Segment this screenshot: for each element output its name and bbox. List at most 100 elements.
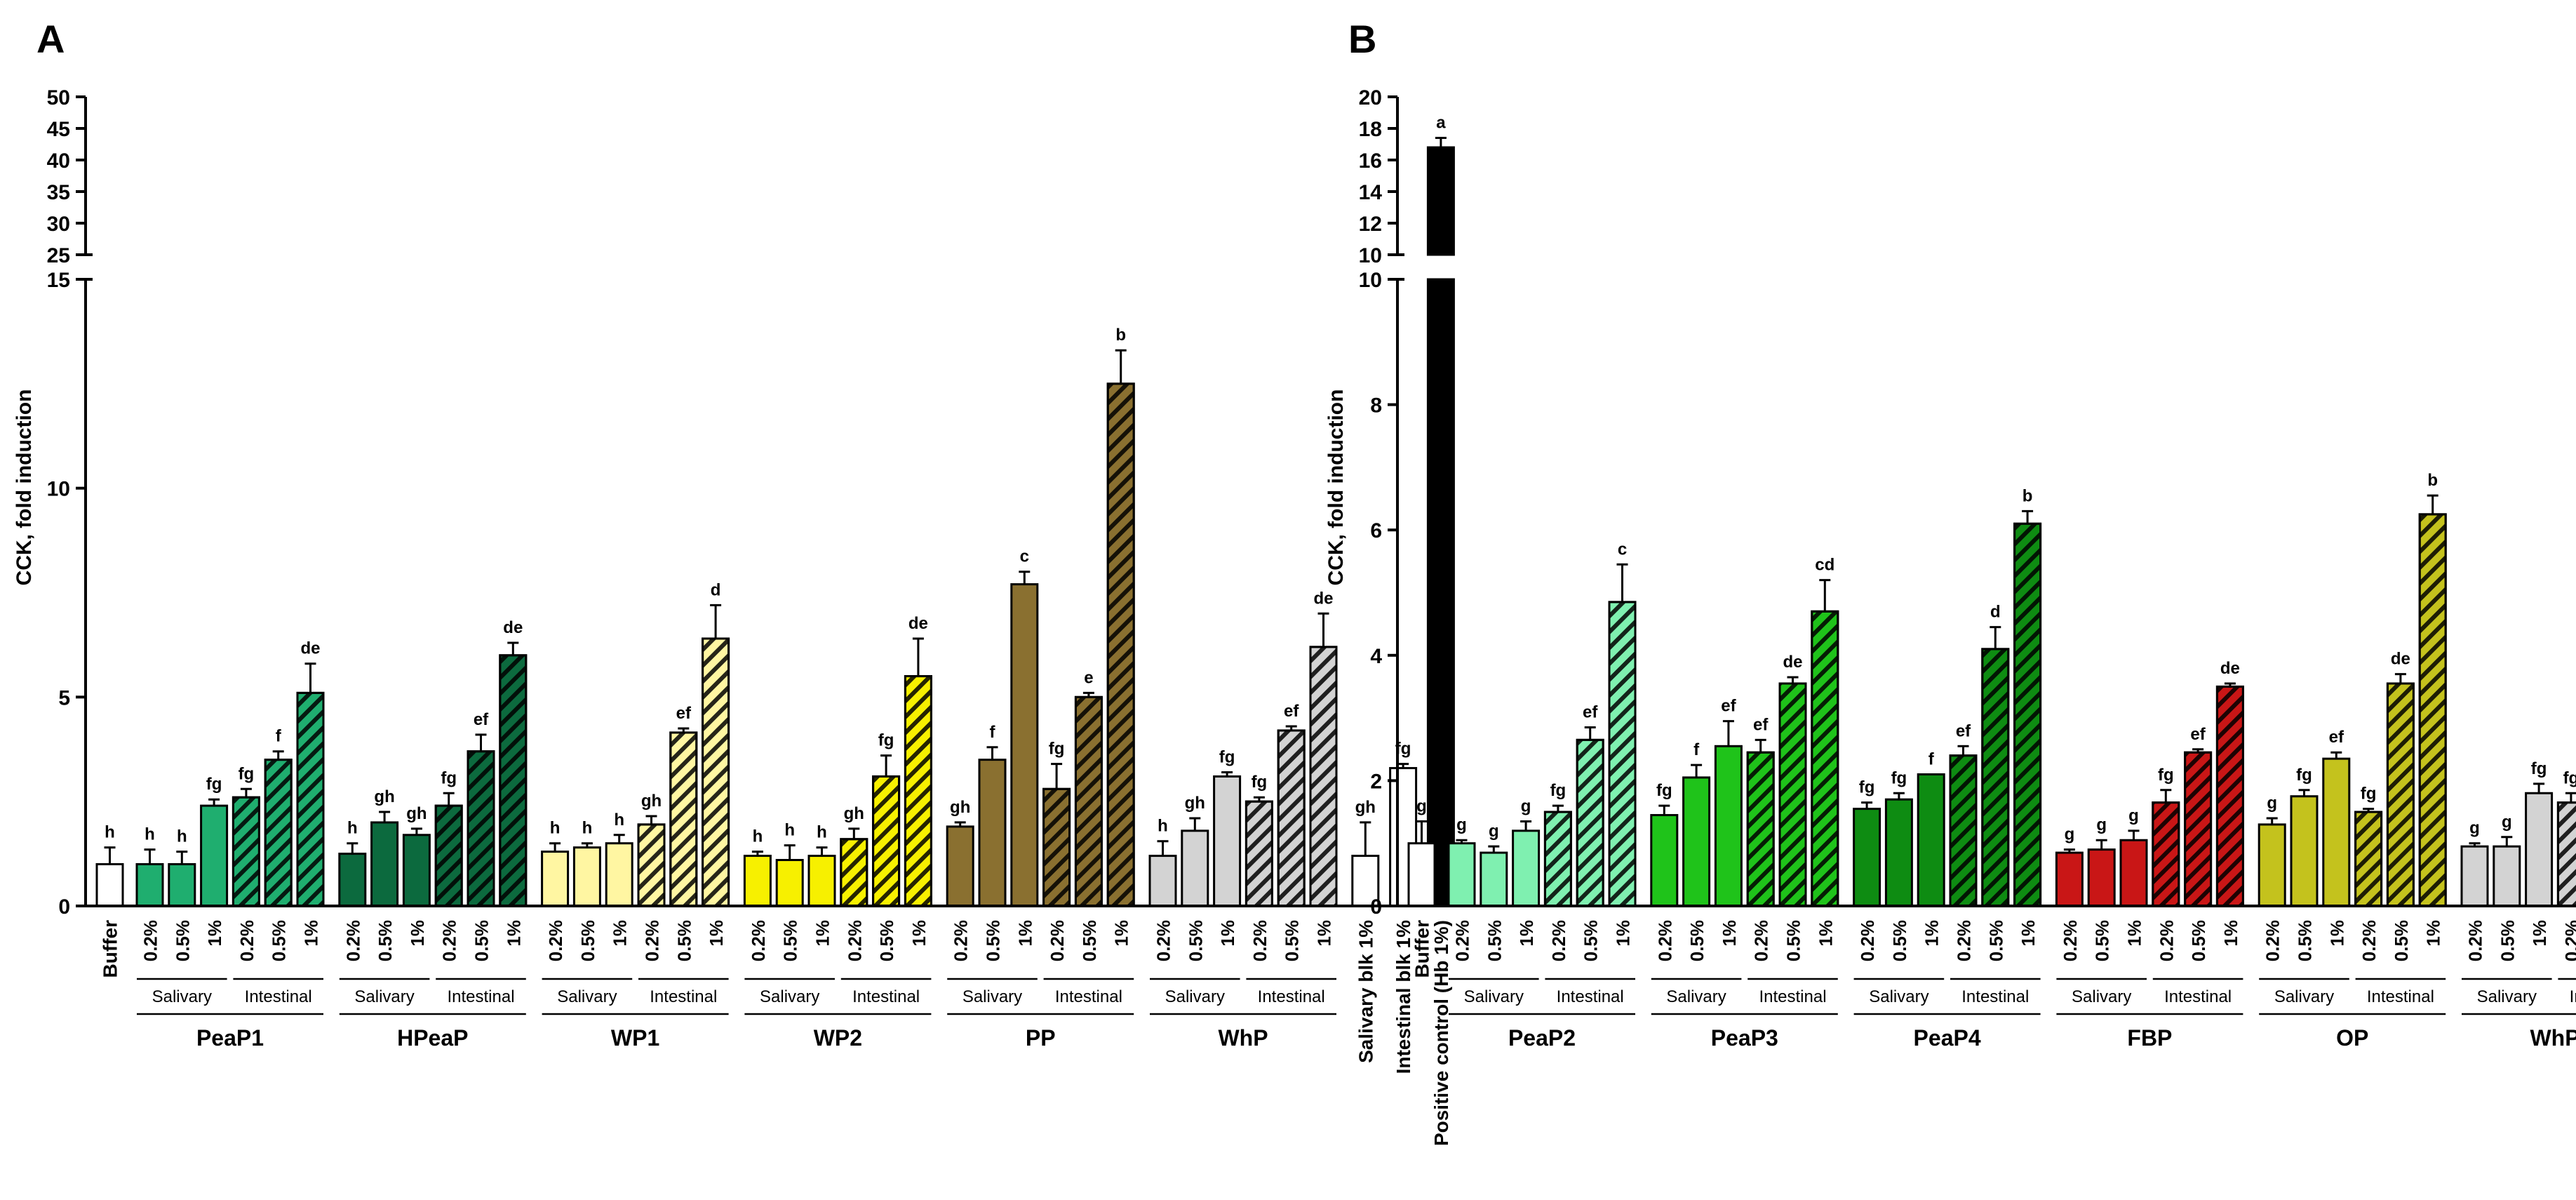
x-label-concentration: 0.2% bbox=[2359, 920, 2380, 961]
significance-letter: de bbox=[1313, 589, 1333, 608]
significance-letter: gh bbox=[374, 787, 394, 806]
significance-letter: fg bbox=[1891, 768, 1907, 787]
phase-label-salivary: Salivary bbox=[1165, 987, 1225, 1006]
significance-letter: h bbox=[105, 823, 115, 842]
x-label-concentration: 0.5% bbox=[1985, 920, 2006, 961]
significance-letter: g bbox=[2128, 806, 2139, 825]
significance-letter: h bbox=[753, 827, 763, 846]
x-label-concentration: 0.2% bbox=[545, 920, 566, 961]
significance-letter: fg bbox=[878, 731, 894, 750]
bar-pp-salivary-0-5pct bbox=[978, 759, 1007, 907]
x-label-concentration: 0.2% bbox=[236, 920, 257, 961]
phase-label-intestinal: Intestinal bbox=[1557, 987, 1624, 1006]
x-label-concentration: 1% bbox=[2018, 920, 2039, 947]
x-label-concentration: 0.2% bbox=[2561, 920, 2576, 961]
significance-letter: ef bbox=[1284, 702, 1299, 721]
bar-op-salivary-0-5pct bbox=[2290, 795, 2319, 907]
phase-label-intestinal: Intestinal bbox=[852, 987, 920, 1006]
x-label-concentration: 0.5% bbox=[577, 920, 598, 961]
bar-hpeap-salivary-1pct bbox=[402, 834, 431, 907]
bar-wp2-salivary-0-2pct bbox=[743, 855, 772, 907]
x-label-concentration: 0.5% bbox=[2295, 920, 2316, 961]
significance-letter: d bbox=[711, 580, 721, 599]
x-label-concentration: 1% bbox=[1314, 920, 1335, 947]
bar-control-0 bbox=[1351, 855, 1380, 907]
phase-label-salivary: Salivary bbox=[962, 987, 1022, 1006]
x-label-concentration: 1% bbox=[2220, 920, 2241, 947]
bar-peap1-salivary-1pct bbox=[200, 804, 229, 907]
y-tick-label: 6 bbox=[1370, 519, 1382, 542]
significance-letter: h bbox=[177, 827, 187, 846]
x-label-concentration: 1% bbox=[2423, 920, 2444, 947]
significance-letter: g bbox=[1521, 796, 1531, 815]
x-label-concentration: 0.5% bbox=[172, 920, 193, 961]
y-tick-label: 30 bbox=[47, 213, 70, 236]
bar-peap1-intestinal-1pct-hatch bbox=[296, 691, 325, 907]
y-tick-label: 10 bbox=[1359, 244, 1382, 267]
phase-label-intestinal: Intestinal bbox=[447, 987, 514, 1006]
bar-peap3-intestinal-1pct-hatch bbox=[1811, 610, 1839, 907]
bar-peap3-salivary-0-5pct bbox=[1682, 776, 1711, 907]
bar-pp-intestinal-0-2pct-hatch bbox=[1042, 787, 1071, 907]
significance-letter: fg bbox=[1656, 781, 1672, 800]
x-label-concentration: 0.5% bbox=[983, 920, 1004, 961]
bar-wp2-salivary-0-5pct bbox=[775, 859, 804, 907]
significance-letter: fg bbox=[1049, 740, 1065, 759]
bar-peap2-intestinal-0-5pct-hatch bbox=[1576, 738, 1604, 907]
bar-whp-salivary-1pct bbox=[2525, 792, 2554, 907]
y-tick-label: 0 bbox=[1370, 895, 1382, 919]
bar-peap3-intestinal-0-2pct-hatch bbox=[1746, 751, 1775, 907]
bar-wp2-intestinal-0-2pct-hatch bbox=[840, 838, 868, 907]
x-label-concentration: 0.2% bbox=[1452, 920, 1473, 961]
x-label-concentration: 0.2% bbox=[342, 920, 363, 961]
x-label-buffer: Buffer bbox=[1411, 920, 1433, 978]
x-label-concentration: 0.5% bbox=[1282, 920, 1303, 961]
x-label-concentration: 0.2% bbox=[1954, 920, 1975, 961]
bar-whp-salivary-0-2pct bbox=[1148, 855, 1177, 907]
phase-label-intestinal: Intestinal bbox=[1055, 987, 1122, 1006]
x-label-concentration: 1% bbox=[1815, 920, 1836, 947]
bar-peap1-salivary-0-2pct bbox=[135, 862, 164, 907]
x-label-control: Positive control (Hb 1%) bbox=[1430, 920, 1452, 1146]
significance-letter: gh bbox=[1355, 798, 1376, 817]
x-label-concentration: 0.5% bbox=[2092, 920, 2113, 961]
x-label-concentration: 0.2% bbox=[642, 920, 663, 961]
x-label-concentration: 0.5% bbox=[1686, 920, 1708, 961]
x-label-concentration: 0.2% bbox=[844, 920, 865, 961]
phase-label-intestinal: Intestinal bbox=[245, 987, 312, 1006]
significance-letter: h bbox=[784, 821, 795, 840]
significance-letter: b bbox=[1115, 326, 1126, 345]
bar-peap3-salivary-0-2pct bbox=[1650, 814, 1679, 907]
group-label-whp: WhP bbox=[1218, 1025, 1268, 1051]
x-label-concentration: 0.2% bbox=[2060, 920, 2081, 961]
significance-letter: f bbox=[276, 727, 282, 746]
bar-fbp-intestinal-0-5pct-hatch bbox=[2184, 751, 2213, 907]
bar-whp-intestinal-0-2pct-hatch bbox=[1245, 800, 1273, 907]
group-label-peap1: PeaP1 bbox=[196, 1025, 264, 1051]
phase-label-intestinal: Intestinal bbox=[2367, 987, 2434, 1006]
bar-fbp-intestinal-1pct-hatch bbox=[2215, 685, 2244, 907]
significance-letter: fg bbox=[2158, 766, 2174, 785]
y-tick-label: 15 bbox=[47, 269, 70, 292]
x-label-concentration: 1% bbox=[812, 920, 833, 947]
bar-control-2 bbox=[1426, 278, 1455, 907]
bar-peap4-intestinal-1pct-hatch bbox=[2013, 522, 2042, 907]
significance-letter: fg bbox=[239, 764, 255, 783]
significance-letter: de bbox=[300, 639, 320, 658]
significance-letter: h bbox=[1158, 817, 1168, 836]
bar-wp2-intestinal-1pct-hatch bbox=[904, 675, 932, 907]
bar-peap1-intestinal-0-2pct-hatch bbox=[232, 796, 260, 907]
bar-whp-salivary-0-2pct bbox=[2460, 845, 2489, 907]
bar-peap2-intestinal-1pct-hatch bbox=[1608, 601, 1637, 907]
bar-wp1-intestinal-0-2pct-hatch bbox=[637, 823, 666, 907]
significance-letter: h bbox=[614, 811, 624, 829]
x-label-concentration: 1% bbox=[301, 920, 322, 947]
phase-label-salivary: Salivary bbox=[760, 987, 819, 1006]
x-label-concentration: 0.2% bbox=[2156, 920, 2177, 961]
x-label-concentration: 1% bbox=[204, 920, 225, 947]
significance-letter: de bbox=[2391, 650, 2410, 669]
significance-letter: h bbox=[550, 819, 561, 838]
x-label-concentration: 1% bbox=[2326, 920, 2347, 947]
phase-label-salivary: Salivary bbox=[2477, 987, 2537, 1006]
group-label-fbp: FBP bbox=[2127, 1025, 2172, 1051]
